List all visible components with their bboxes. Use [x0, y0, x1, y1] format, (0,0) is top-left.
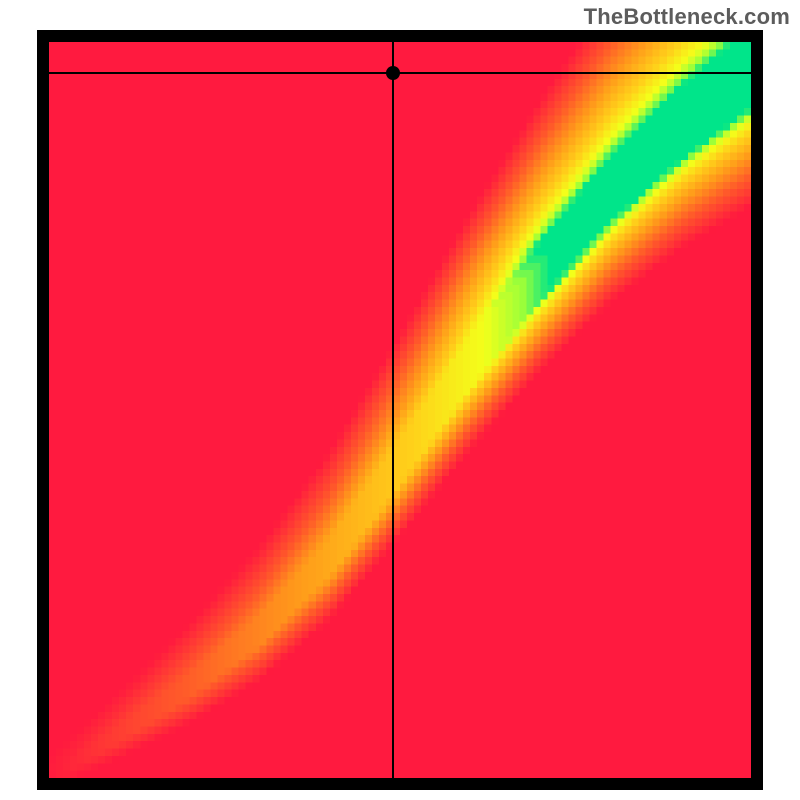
- watermark-text: TheBottleneck.com: [584, 4, 790, 30]
- bottleneck-heatmap: [49, 42, 751, 778]
- crosshair-vertical: [392, 42, 394, 778]
- crosshair-horizontal: [49, 72, 751, 74]
- crosshair-marker: [386, 66, 400, 80]
